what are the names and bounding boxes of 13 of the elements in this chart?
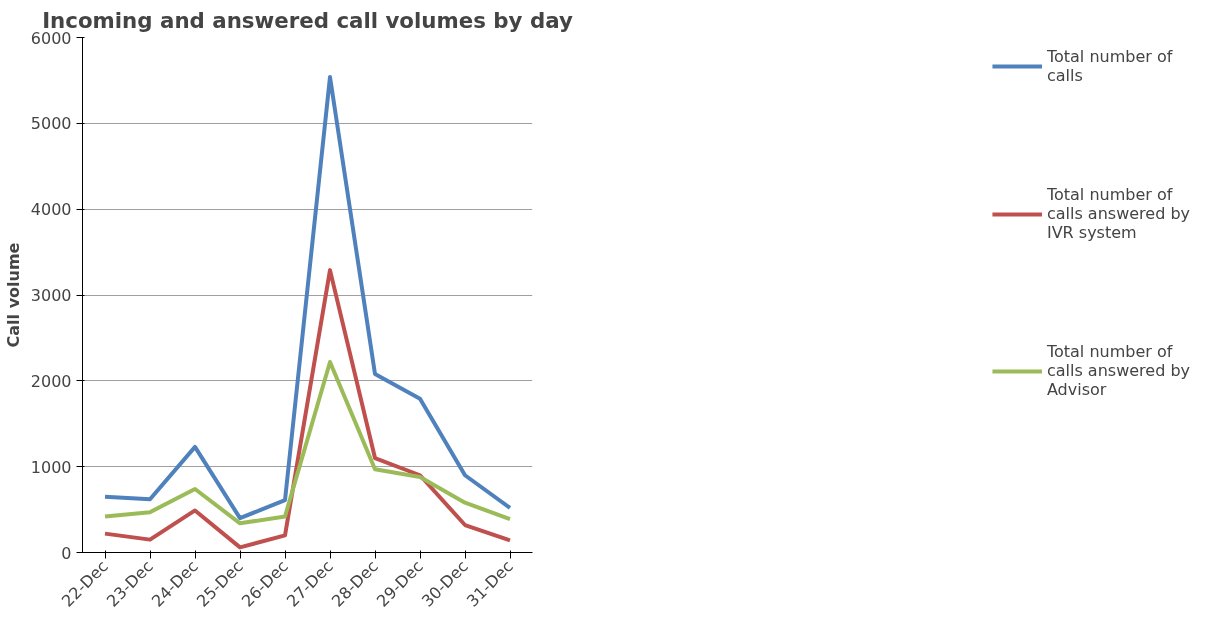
y-tick-label: 2000 [30, 371, 72, 391]
y-tick-label: 4000 [30, 200, 72, 220]
line-series [103, 74, 512, 521]
y-axis-title: Call volume [3, 242, 23, 348]
line-series [103, 359, 512, 526]
y-tick-label: 3000 [30, 286, 72, 305]
y-tick-label: 5000 [30, 114, 72, 134]
legend-label: Total number of calls answered by Advisor [1046, 342, 1190, 399]
legend-label: Total number of calls answered by IVR system [1046, 185, 1190, 242]
y-tick-label: 0 [61, 543, 72, 563]
legend-label: Total number of calls [1046, 47, 1173, 85]
y-tick-label: 1000 [30, 457, 72, 477]
line-series [103, 268, 512, 550]
